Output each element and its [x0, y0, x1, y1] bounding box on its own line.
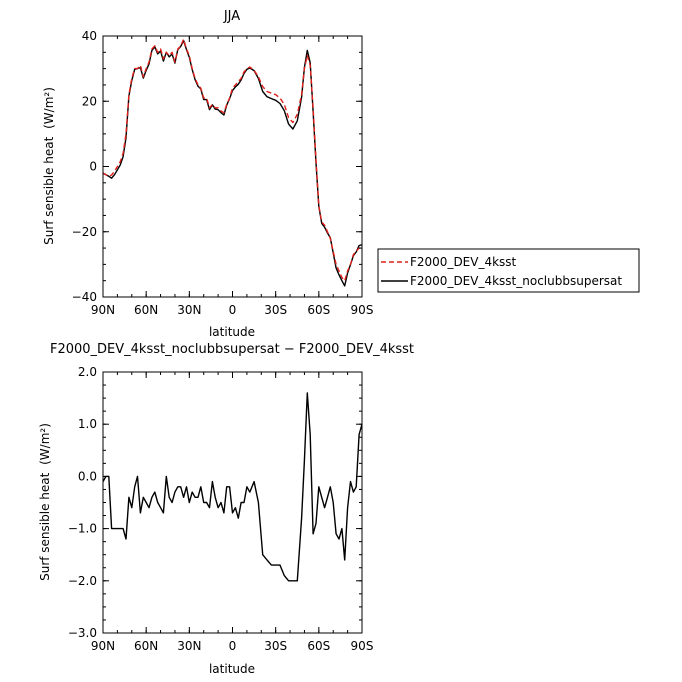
y-axis-label: Surf sensible heat [38, 472, 52, 581]
x-tick-label: 60N [134, 303, 158, 317]
svg-text:Surf sensible heat (W/: Surf sensible heat (W/m²) [38, 423, 52, 581]
y-tick-label: 2.0 [78, 365, 97, 379]
y-tick-label: 0 [89, 160, 97, 174]
legend-label-series-1: F2000_DEV_4ksst [410, 255, 517, 269]
y-tick-label: −40 [72, 290, 97, 304]
legend: F2000_DEV_4ksst F2000_DEV_4ksst_noclubbs… [377, 248, 640, 293]
y-tick-label: −20 [72, 225, 97, 239]
chart-title: JJA [223, 9, 240, 24]
y-tick-label: −1.0 [68, 522, 97, 536]
y-axis-label-group: Surf sensible heat (W/m²) [42, 87, 56, 245]
y-axis-unit: (W/m²) [42, 87, 56, 129]
panel-difference: F2000_DEV_4ksst_noclubbsupersat − F2000_… [38, 342, 414, 676]
x-tick-label: 90N [91, 303, 115, 317]
y-tick-label: −2.0 [68, 574, 97, 588]
y-tick-label: 20 [82, 94, 97, 108]
x-tick-label: 60S [307, 639, 330, 653]
y-axis-unit: (W/m²) [38, 423, 52, 465]
x-tick-label: 0 [229, 639, 237, 653]
x-tick-label: 90S [351, 639, 374, 653]
y-axis-label-group: Surf sensible heat (W/m²) [38, 423, 52, 581]
x-tick-label: 90S [351, 303, 374, 317]
series-line-1 [102, 38, 362, 282]
y-tick-label: 40 [82, 29, 97, 43]
y-tick-label: −3.0 [68, 626, 97, 640]
x-tick-label: 30N [177, 639, 201, 653]
chart-title: F2000_DEV_4ksst_noclubbsupersat − F2000_… [50, 342, 414, 357]
y-tick-label: 1.0 [78, 417, 97, 431]
y-tick-label: 0.0 [78, 469, 97, 483]
series-line-1 [102, 392, 363, 582]
x-tick-label: 0 [229, 303, 237, 317]
x-axis-label: latitude [209, 662, 255, 676]
legend-box [377, 248, 640, 293]
x-tick-label: 60N [134, 639, 158, 653]
x-tick-label: 90N [91, 639, 115, 653]
x-tick-label: 30N [177, 303, 201, 317]
x-tick-label: 30S [264, 303, 287, 317]
panel-mean-jja: JJA 90N 60N 30N 0 30S 60S 90S −40 −20 0 20 40 latit… [42, 9, 640, 339]
x-tick-label: 60S [307, 303, 330, 317]
svg-text:Surf sensible heat (W/: Surf sensible heat (W/m²) [42, 87, 56, 245]
legend-label-series-2: F2000_DEV_4ksst_noclubbsupersat [410, 274, 622, 288]
x-tick-label: 30S [264, 639, 287, 653]
y-axis-label: Surf sensible heat [42, 136, 56, 245]
series-line-2 [102, 39, 363, 287]
x-axis-label: latitude [209, 325, 255, 339]
